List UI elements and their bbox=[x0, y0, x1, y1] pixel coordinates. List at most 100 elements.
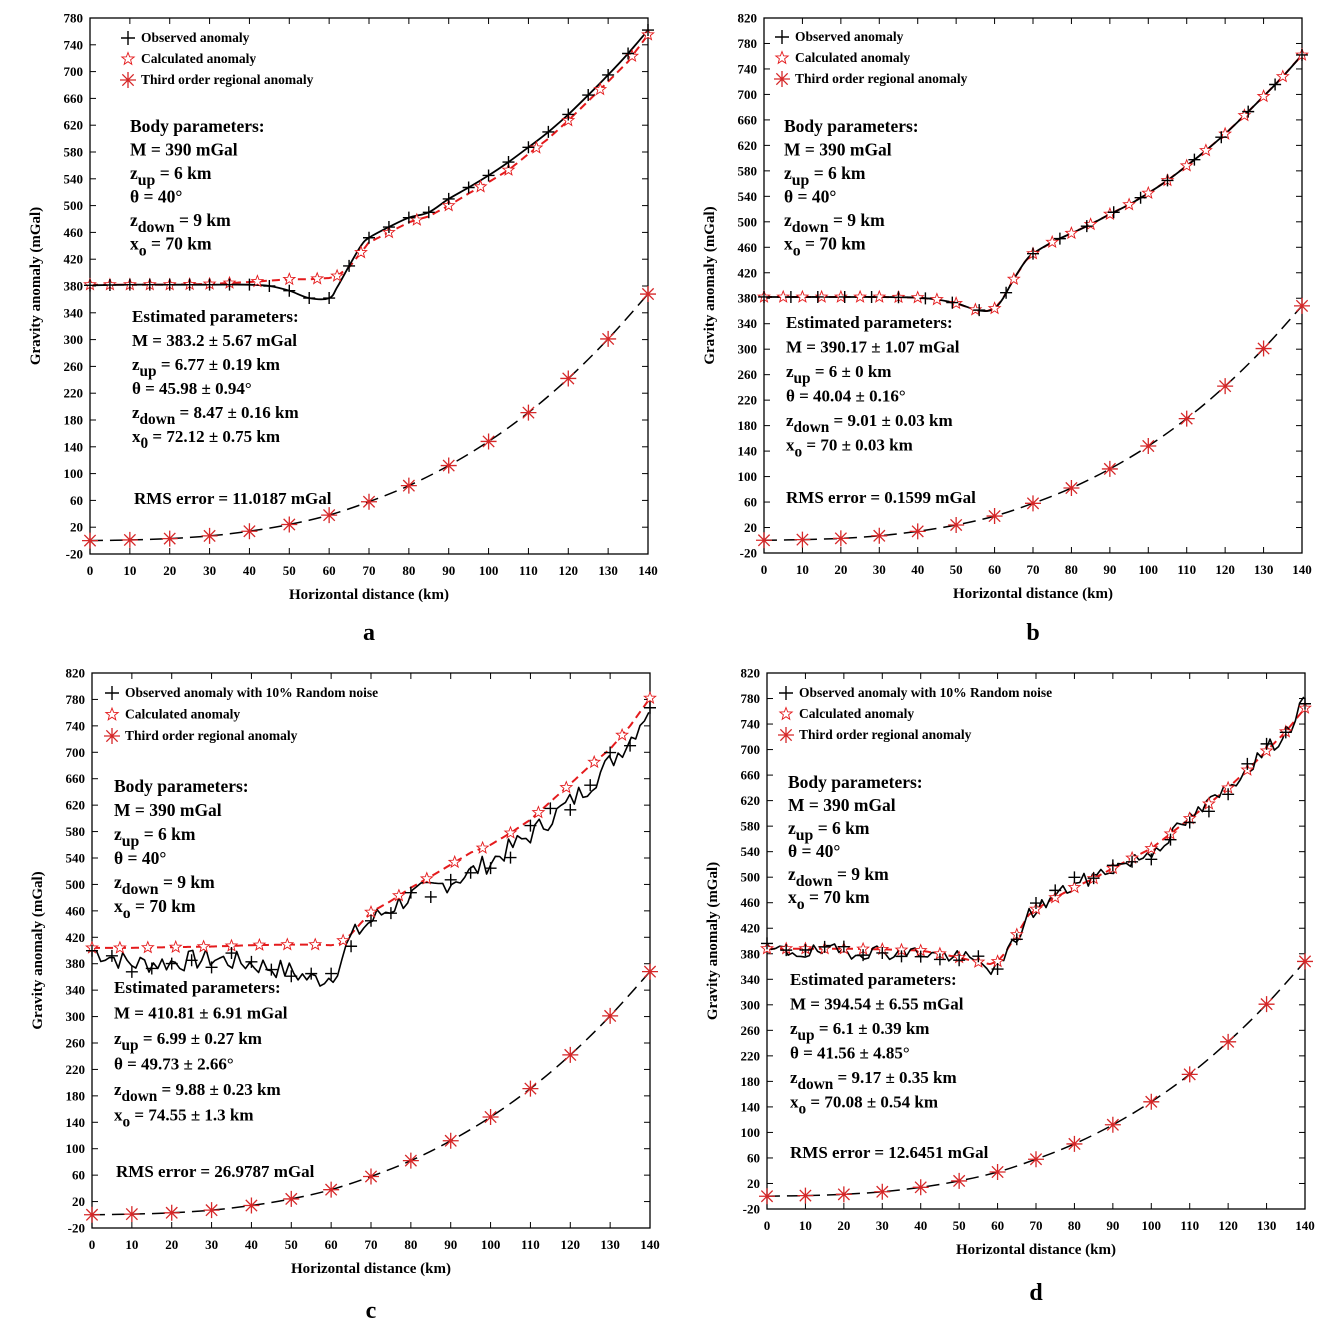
text-subscript: 0 bbox=[141, 435, 149, 452]
body-parameter: θ = 40° bbox=[788, 841, 840, 861]
text-main: x bbox=[114, 896, 123, 916]
regional-marker bbox=[948, 516, 965, 533]
text-subscript: up bbox=[796, 827, 814, 844]
regional-marker bbox=[400, 477, 417, 494]
text-main: z bbox=[132, 355, 140, 374]
calculated-marker bbox=[1275, 69, 1290, 83]
y-tick-label: 180 bbox=[64, 413, 84, 428]
x-tick-label: 0 bbox=[89, 1237, 96, 1252]
x-tick-label: 60 bbox=[325, 1237, 338, 1252]
y-tick-label: 260 bbox=[738, 367, 758, 382]
calculated-marker bbox=[1141, 185, 1156, 200]
regional-marker bbox=[442, 1132, 459, 1149]
y-tick-label: 820 bbox=[66, 666, 86, 681]
y-tick-label: 180 bbox=[741, 1074, 761, 1089]
calculated-marker bbox=[853, 289, 868, 303]
observed-marker bbox=[784, 290, 797, 303]
text-rest: = 6 km bbox=[809, 163, 866, 183]
y-tick-label: 580 bbox=[741, 819, 761, 834]
text-subscript: up bbox=[122, 833, 140, 850]
text-rest: = 9 km bbox=[175, 210, 232, 230]
y-tick-label: 260 bbox=[66, 1036, 86, 1051]
x-tick-label: 20 bbox=[163, 563, 176, 578]
observed-marker bbox=[223, 278, 236, 291]
observed-marker bbox=[946, 296, 959, 309]
observed-marker bbox=[382, 221, 395, 234]
text-main: x bbox=[130, 234, 139, 254]
observed-marker bbox=[1107, 206, 1120, 219]
y-tick-label: 380 bbox=[66, 956, 86, 971]
y-tick-label: 780 bbox=[738, 36, 758, 51]
body-parameter: xo = 70 km bbox=[784, 234, 866, 260]
x-axis-title: Horizontal distance (km) bbox=[289, 587, 449, 603]
regional-marker bbox=[602, 1007, 619, 1024]
x-tick-label: 20 bbox=[837, 1218, 850, 1233]
observed-marker bbox=[1269, 78, 1282, 91]
text-rest: = 70 km bbox=[131, 896, 196, 916]
regional-marker bbox=[909, 523, 926, 540]
y-tick-label: 500 bbox=[66, 877, 86, 892]
regional-marker bbox=[756, 532, 772, 549]
observed-marker bbox=[1215, 131, 1228, 144]
x-tick-label: 130 bbox=[1257, 1218, 1277, 1233]
observed-marker bbox=[780, 944, 793, 957]
text-main: x bbox=[790, 1093, 799, 1112]
text-main: M = 410.81 ± 6.91 mGal bbox=[114, 1004, 288, 1023]
observed-marker bbox=[103, 278, 116, 291]
y-tick-label: 540 bbox=[738, 189, 758, 204]
observed-marker bbox=[562, 108, 575, 121]
calculated-marker bbox=[330, 268, 345, 282]
calculated-marker bbox=[196, 939, 211, 953]
text-subscript: up bbox=[138, 172, 156, 189]
y-tick-label: 700 bbox=[741, 742, 761, 757]
text-main: M = 383.2 ± 5.67 mGal bbox=[132, 331, 297, 350]
y-tick-label: 820 bbox=[741, 666, 761, 681]
calculated-marker bbox=[1259, 743, 1274, 757]
calculated-marker bbox=[280, 937, 295, 951]
estimated-parameter: zup = 6.77 ± 0.19 km bbox=[132, 355, 280, 380]
x-tick-label: 130 bbox=[1254, 562, 1274, 577]
text-rest: = 70.08 ± 0.54 km bbox=[806, 1093, 938, 1112]
y-tick-label: 60 bbox=[744, 495, 757, 510]
observed-marker bbox=[544, 802, 557, 815]
text-main: z bbox=[790, 1068, 798, 1087]
x-tick-label: 10 bbox=[123, 563, 136, 578]
text-subscript: up bbox=[798, 1027, 815, 1044]
regional-curve bbox=[766, 960, 1306, 1197]
x-axis-title: Horizontal distance (km) bbox=[291, 1261, 451, 1277]
observed-marker bbox=[482, 169, 495, 182]
y-tick-label: 740 bbox=[66, 718, 86, 733]
y-tick-label: 700 bbox=[64, 64, 84, 79]
legend-observed-symbol bbox=[105, 686, 119, 700]
regional-marker bbox=[560, 370, 577, 387]
calculated-marker bbox=[987, 301, 1002, 315]
observed-marker bbox=[1106, 859, 1119, 872]
observed-marker bbox=[424, 890, 437, 903]
y-tick-label: 700 bbox=[738, 87, 758, 102]
observed-marker bbox=[1049, 884, 1062, 897]
regional-marker bbox=[1178, 410, 1195, 427]
text-main: θ = 40° bbox=[114, 848, 166, 868]
body-parameter: M = 390 mGal bbox=[130, 140, 238, 160]
observed-marker bbox=[305, 967, 318, 980]
calculated-marker bbox=[531, 805, 546, 819]
regional-marker bbox=[161, 530, 178, 547]
regional-marker bbox=[281, 516, 298, 533]
text-main: M = 390 mGal bbox=[130, 140, 238, 160]
calculated-marker bbox=[795, 289, 810, 303]
legend-observed-symbol bbox=[121, 31, 135, 45]
estimated-parameters-title: Estimated parameters: bbox=[132, 307, 299, 326]
y-tick-label: 220 bbox=[738, 393, 758, 408]
y-tick-label: 340 bbox=[64, 305, 84, 320]
y-tick-label: 100 bbox=[64, 466, 84, 481]
body-parameter: zdown = 9 km bbox=[788, 864, 889, 890]
y-tick-label: 380 bbox=[738, 291, 758, 306]
observed-marker bbox=[343, 259, 356, 272]
estimated-parameter: x0 = 72.12 ± 0.75 km bbox=[132, 427, 280, 452]
x-tick-label: 90 bbox=[1106, 1218, 1119, 1233]
panel-label: b bbox=[1026, 620, 1039, 646]
observed-marker bbox=[243, 278, 256, 291]
y-tick-label: 620 bbox=[738, 138, 758, 153]
legend: Observed anomaly with 10% Random noise Ca… bbox=[104, 685, 378, 744]
calculated-marker bbox=[929, 292, 944, 306]
